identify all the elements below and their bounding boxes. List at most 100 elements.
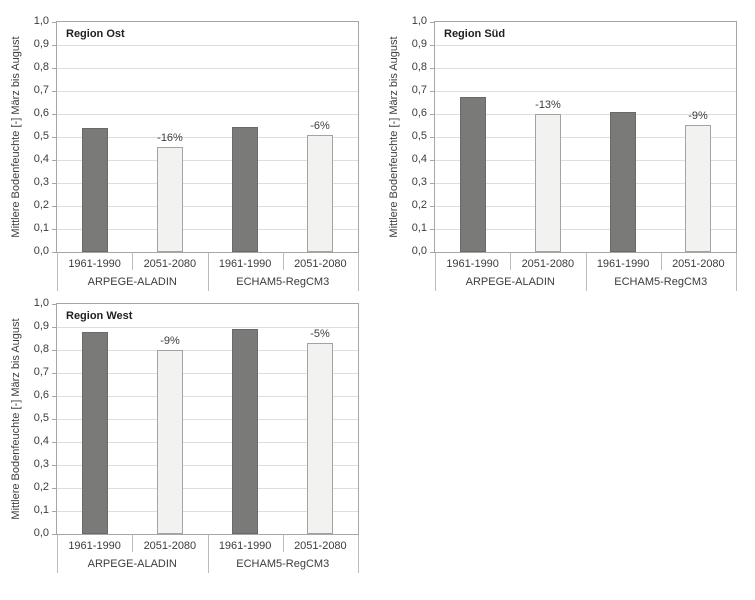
gridline bbox=[435, 229, 736, 230]
x-category-label: 1961-1990 bbox=[218, 540, 272, 552]
plot-area: Region Ost -16% -6% bbox=[56, 21, 359, 253]
x-group-label: ARPEGE-ALADIN bbox=[465, 276, 555, 288]
x-group-label: ARPEGE-ALADIN bbox=[87, 558, 177, 570]
y-tick-mark bbox=[430, 183, 434, 184]
y-tick-mark bbox=[430, 45, 434, 46]
bar-2051-2080 bbox=[157, 350, 183, 534]
axis-separator bbox=[283, 253, 284, 270]
y-tick-mark bbox=[52, 22, 56, 23]
y-tick-label: 0,9 bbox=[33, 38, 49, 50]
bar-2051-2080 bbox=[157, 147, 183, 252]
y-tick-mark bbox=[430, 68, 434, 69]
bar-1961-1990 bbox=[82, 332, 108, 534]
axis-separator bbox=[208, 253, 209, 291]
y-tick-label: 0,8 bbox=[33, 61, 49, 73]
x-category-label: 2051-2080 bbox=[143, 540, 197, 552]
y-tick-mark bbox=[430, 160, 434, 161]
y-tick-mark bbox=[52, 91, 56, 92]
y-tick-label: 0,7 bbox=[411, 84, 427, 96]
y-tick-label: 0,1 bbox=[33, 222, 49, 234]
y-tick-label: 0,0 bbox=[33, 527, 49, 539]
x-group-label: ECHAM5-RegCM3 bbox=[236, 558, 330, 570]
chart-title: Region Ost bbox=[66, 28, 125, 40]
y-tick-label: 1,0 bbox=[33, 297, 49, 309]
y-tick-label: 0,9 bbox=[411, 38, 427, 50]
gridline bbox=[57, 137, 358, 138]
axis-separator bbox=[736, 253, 737, 291]
axis-separator bbox=[358, 253, 359, 291]
y-tick-mark bbox=[430, 91, 434, 92]
y-tick-mark bbox=[52, 419, 56, 420]
y-tick-label: 0,8 bbox=[33, 343, 49, 355]
chart-region-sued: Mittlere Bodenfeuchte [-] März bis Augus… bbox=[378, 0, 755, 318]
x-category-label: 1961-1990 bbox=[68, 258, 121, 270]
y-tick-label: 0,4 bbox=[33, 435, 49, 447]
y-tick-mark bbox=[52, 396, 56, 397]
x-category-label: 2051-2080 bbox=[294, 540, 347, 552]
y-tick-label: 0,9 bbox=[33, 320, 49, 332]
y-tick-label: 0,5 bbox=[411, 130, 427, 142]
gridline bbox=[57, 396, 358, 397]
bar-annotation: -6% bbox=[310, 120, 330, 132]
chart-region-west: Mittlere Bodenfeuchte [-] März bis Augus… bbox=[0, 282, 378, 600]
y-tick-label: 0,6 bbox=[33, 107, 49, 119]
bar-1961-1990 bbox=[610, 112, 636, 252]
gridline bbox=[435, 183, 736, 184]
axis-separator bbox=[586, 253, 587, 291]
bar-annotation: -13% bbox=[535, 99, 561, 111]
y-tick-mark bbox=[52, 488, 56, 489]
x-group-label: ECHAM5-RegCM3 bbox=[614, 276, 708, 288]
gridline bbox=[435, 160, 736, 161]
y-tick-mark bbox=[52, 511, 56, 512]
axis-separator bbox=[435, 253, 436, 291]
gridline bbox=[57, 229, 358, 230]
y-tick-label: 0,2 bbox=[411, 199, 427, 211]
gridline bbox=[435, 91, 736, 92]
axis-separator bbox=[57, 535, 58, 573]
plot-area: Region West -9% -5% bbox=[56, 303, 359, 535]
y-tick-mark bbox=[430, 229, 434, 230]
gridline bbox=[57, 183, 358, 184]
gridline bbox=[435, 114, 736, 115]
bar-2051-2080 bbox=[535, 114, 561, 252]
y-tick-mark bbox=[52, 137, 56, 138]
y-tick-label: 1,0 bbox=[33, 15, 49, 27]
gridline bbox=[435, 137, 736, 138]
y-tick-label: 0,4 bbox=[33, 153, 49, 165]
bar-annotation: -9% bbox=[160, 335, 180, 347]
axis-separator bbox=[132, 253, 133, 270]
y-tick-mark bbox=[52, 183, 56, 184]
gridline bbox=[57, 114, 358, 115]
bar-1961-1990 bbox=[232, 127, 258, 252]
y-tick-mark bbox=[52, 229, 56, 230]
y-tick-label: 0,2 bbox=[33, 481, 49, 493]
gridline bbox=[57, 327, 358, 328]
gridline bbox=[57, 465, 358, 466]
y-tick-label: 0,6 bbox=[33, 389, 49, 401]
chart-region-ost: Mittlere Bodenfeuchte [-] März bis Augus… bbox=[0, 0, 378, 318]
axis-separator bbox=[57, 253, 58, 291]
y-tick-label: 0,2 bbox=[33, 199, 49, 211]
gridline bbox=[435, 68, 736, 69]
y-tick-mark bbox=[52, 45, 56, 46]
y-tick-mark bbox=[52, 534, 56, 535]
gridline bbox=[57, 45, 358, 46]
y-tick-label: 0,7 bbox=[33, 84, 49, 96]
y-tick-label: 0,3 bbox=[411, 176, 427, 188]
y-tick-label: 0,0 bbox=[411, 245, 427, 257]
gridline bbox=[57, 442, 358, 443]
x-category-label: 1961-1990 bbox=[68, 540, 121, 552]
y-tick-label: 1,0 bbox=[411, 15, 427, 27]
bar-1961-1990 bbox=[460, 97, 486, 252]
chart-title: Region Süd bbox=[444, 28, 506, 40]
gridline bbox=[57, 419, 358, 420]
y-tick-mark bbox=[52, 327, 56, 328]
y-tick-mark bbox=[430, 22, 434, 23]
y-tick-mark bbox=[52, 304, 56, 305]
y-tick-mark bbox=[52, 252, 56, 253]
gridline bbox=[57, 68, 358, 69]
y-tick-mark bbox=[52, 114, 56, 115]
axis-separator bbox=[132, 535, 133, 552]
bar-annotation: -16% bbox=[157, 132, 183, 144]
